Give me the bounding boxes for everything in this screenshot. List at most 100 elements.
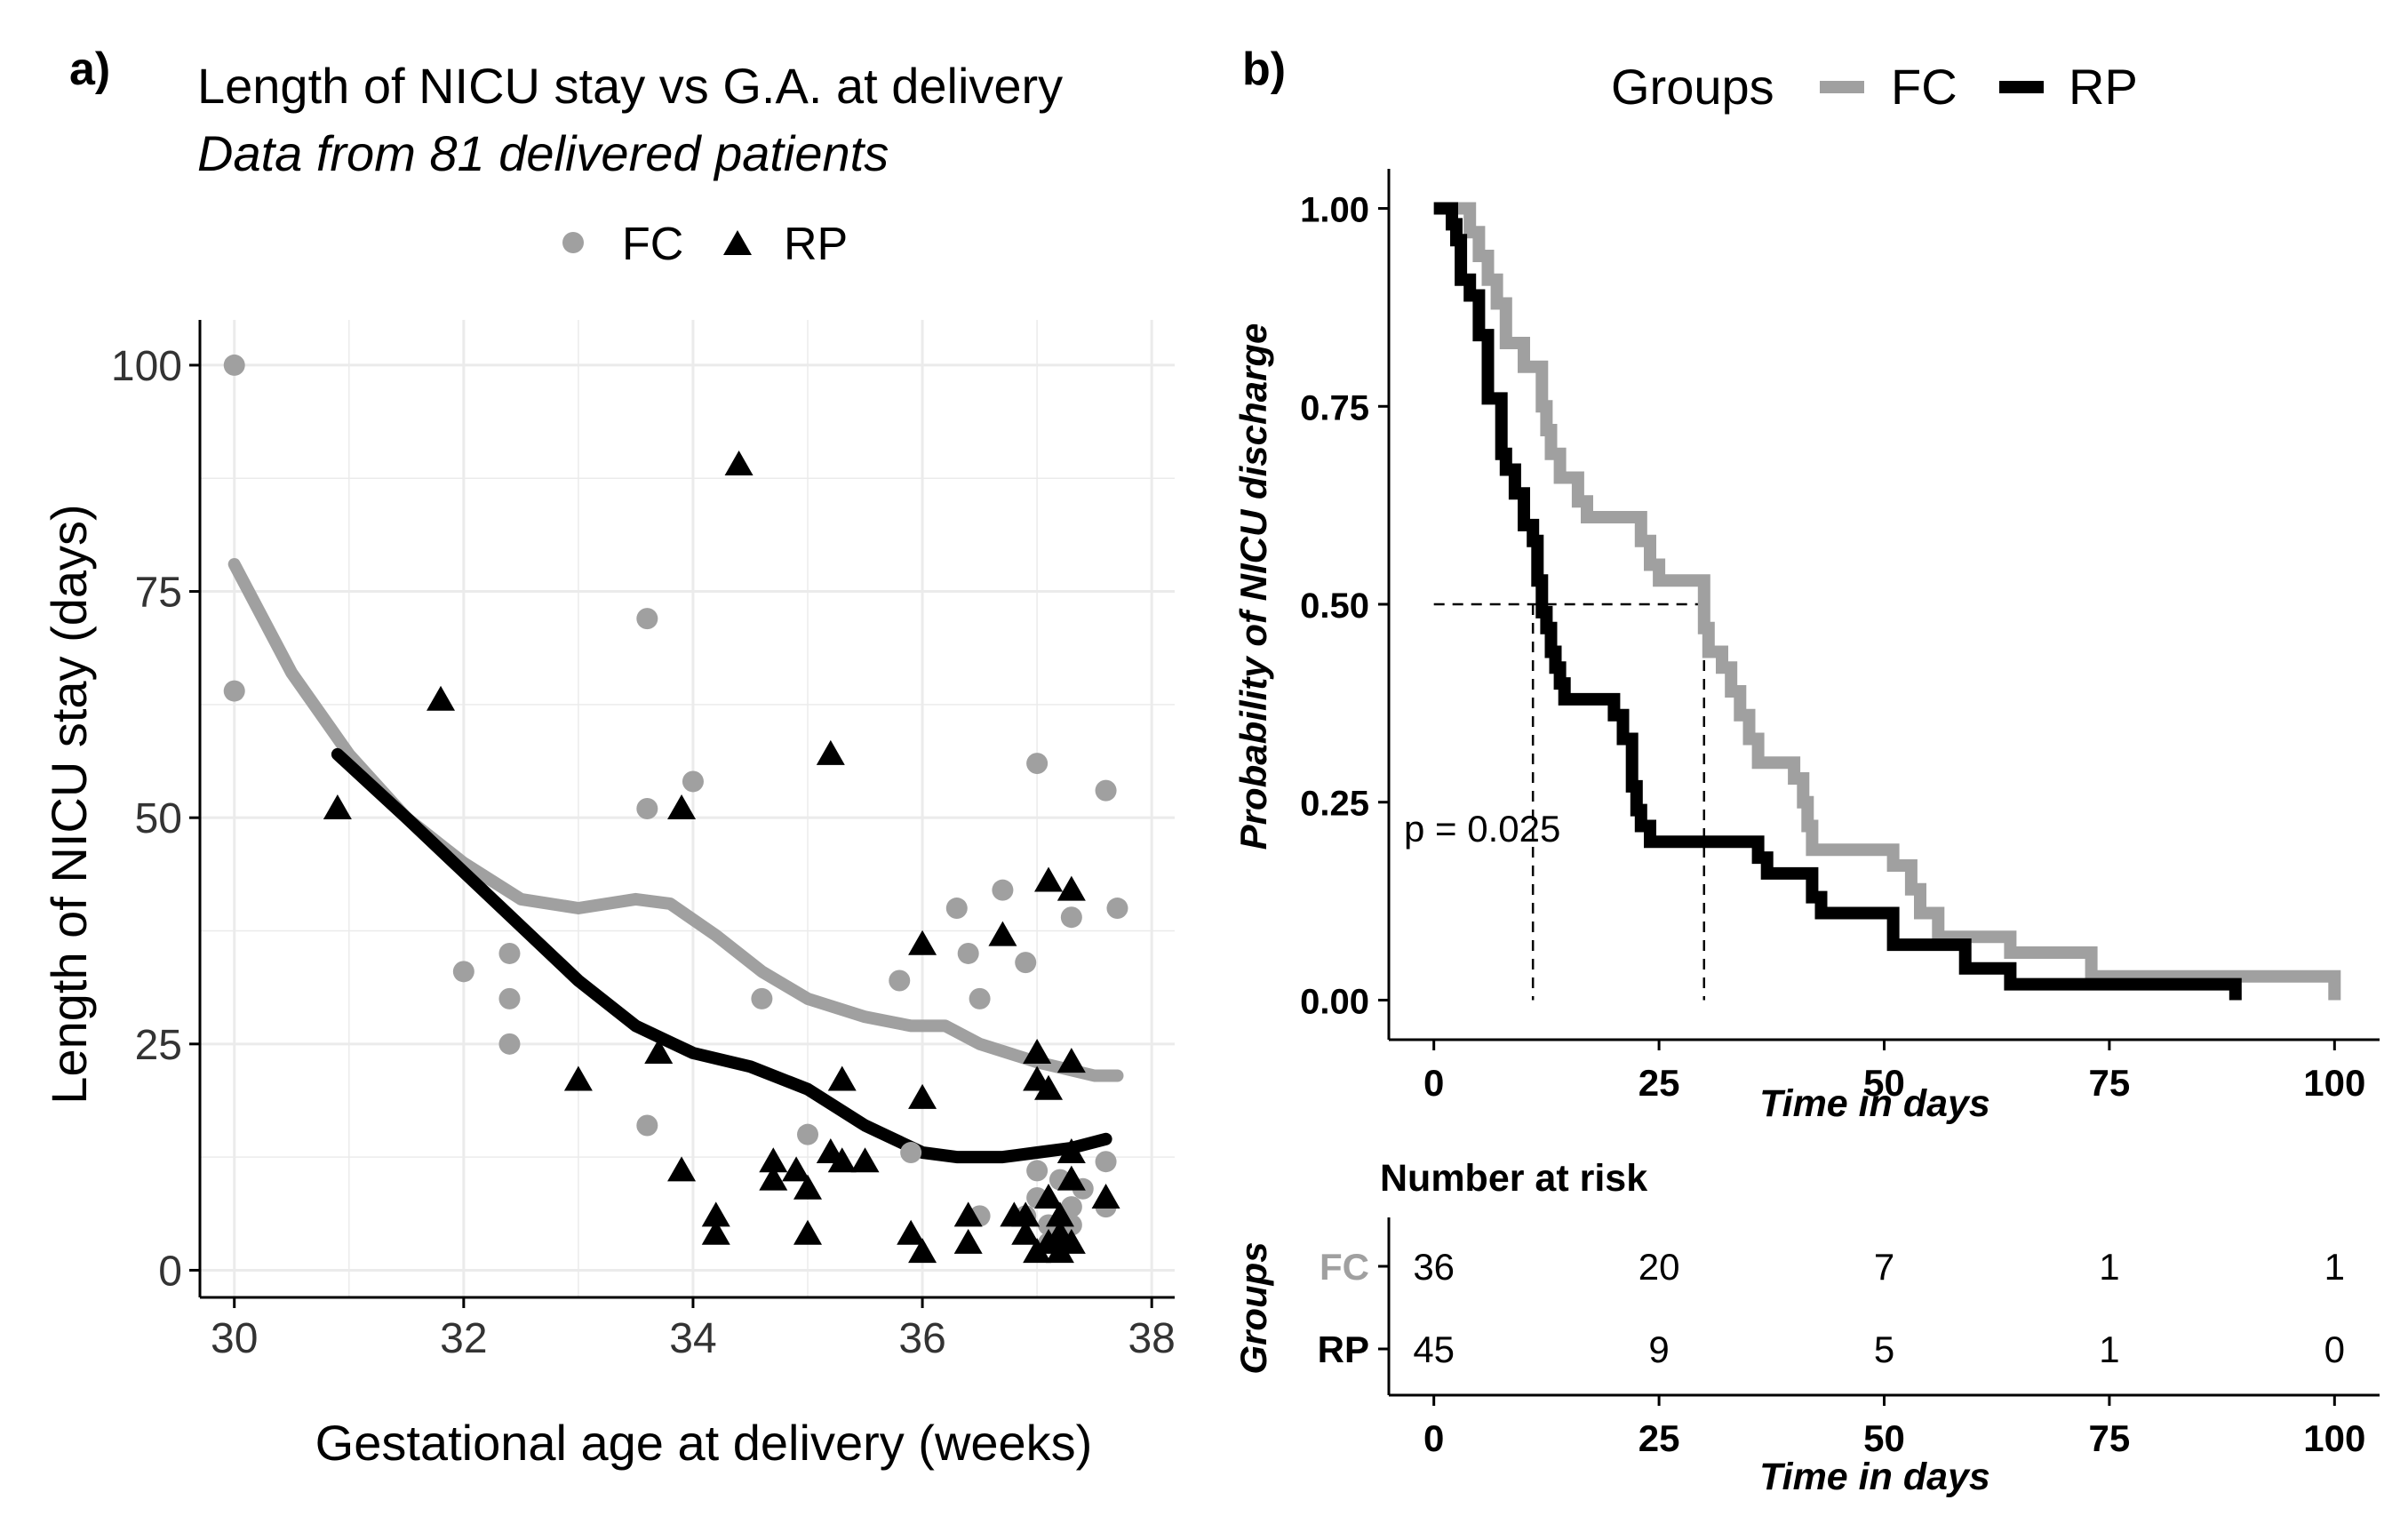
legend-rp-text: RP <box>2069 59 2138 115</box>
panel-b-legend: Groups FC RP <box>1611 59 2138 115</box>
point-rp <box>644 1039 674 1064</box>
point-rp <box>724 450 753 475</box>
point-fc <box>969 987 991 1009</box>
point-rp <box>1056 1165 1086 1191</box>
point-rp <box>701 1219 730 1245</box>
point-fc <box>682 770 704 793</box>
legend-groups-title: Groups <box>1611 59 1774 115</box>
point-rp <box>1056 1048 1086 1073</box>
point-rp <box>827 1065 857 1091</box>
point-fc <box>498 942 521 964</box>
risk-cell: 9 <box>1648 1328 1669 1370</box>
panel-a: a) Length of NICU stay vs G.A. at delive… <box>41 44 1176 1471</box>
point-rp <box>1034 1228 1064 1254</box>
x-tick-label: 38 <box>1128 1315 1175 1362</box>
risk-table: Number at risk Groups Time in days FC 36 2… <box>1232 1157 2380 1498</box>
risk-x-tick-label: 0 <box>1423 1417 1444 1459</box>
point-rp <box>1056 1138 1086 1164</box>
y-tick-label: 0 <box>158 1248 182 1295</box>
x-tick-label: 32 <box>440 1315 487 1362</box>
risk-row-label-rp: RP <box>1318 1328 1369 1370</box>
panel-a-grid <box>200 320 1175 1297</box>
risk-cell: 7 <box>1874 1246 1894 1288</box>
legend-fc-label: FC <box>622 219 683 270</box>
point-rp <box>427 685 456 711</box>
point-fc <box>498 1033 521 1055</box>
point-fc <box>1026 753 1049 775</box>
point-rp <box>793 1174 823 1200</box>
legend-fc-marker <box>562 232 584 253</box>
point-fc <box>1095 1151 1117 1173</box>
point-fc <box>957 942 979 964</box>
point-rp <box>793 1219 823 1245</box>
legend-rp-label: RP <box>784 219 848 270</box>
point-fc <box>636 1114 658 1137</box>
x-tick-label: 34 <box>669 1315 716 1362</box>
panel-a-axes: 0 25 50 75 100 30 32 34 36 38 <box>111 320 1176 1362</box>
panel-a-points <box>223 354 1128 1264</box>
km-y-tick-label: 0.00 <box>1300 982 1369 1021</box>
point-rp <box>953 1228 983 1254</box>
risk-cell: 20 <box>1639 1246 1680 1288</box>
risk-table-xlabel: Time in days <box>1759 1456 1990 1498</box>
point-fc <box>945 898 968 920</box>
risk-row-label-fc: FC <box>1320 1246 1369 1288</box>
risk-table-axes: 0 25 50 75 100 <box>1387 1217 2380 1459</box>
risk-cell: 1 <box>2099 1246 2119 1288</box>
point-rp <box>1011 1201 1041 1227</box>
panel-b-ylabel: Probability of NICU discharge <box>1232 323 1274 850</box>
panel-a-subtitle: Data from 81 delivered patients <box>197 125 889 181</box>
point-fc <box>1060 906 1082 929</box>
panel-a-smooth-lines <box>227 558 1124 1164</box>
point-rp <box>908 930 937 955</box>
risk-x-tick-label: 100 <box>2303 1417 2365 1459</box>
point-rp <box>1056 875 1086 901</box>
panel-a-xlabel: Gestational age at delivery (weeks) <box>315 1415 1093 1471</box>
point-fc <box>751 987 773 1009</box>
risk-table-title: Number at risk <box>1380 1157 1647 1200</box>
panel-b-axes: 0.00 0.25 0.50 0.75 1.00 0 25 50 75 100 <box>1300 169 2380 1104</box>
km-y-tick-label: 0.75 <box>1300 388 1369 427</box>
risk-table-ylabel: Groups <box>1232 1241 1274 1374</box>
point-rp <box>1045 1201 1074 1227</box>
km-y-tick-label: 0.25 <box>1300 785 1369 824</box>
point-rp <box>1034 1074 1064 1100</box>
point-rp <box>1034 866 1064 892</box>
point-rp <box>1034 1183 1064 1209</box>
point-rp <box>908 1083 937 1109</box>
x-tick-label: 36 <box>898 1315 945 1362</box>
panel-a-title: Length of NICU stay vs G.A. at delivery <box>197 58 1063 114</box>
point-fc <box>636 798 658 819</box>
panel-b-label: b) <box>1242 44 1286 95</box>
point-rp <box>1011 1219 1041 1245</box>
point-fc <box>797 1123 819 1145</box>
risk-cell: 0 <box>2324 1328 2345 1370</box>
point-rp <box>701 1201 730 1227</box>
risk-cell: 45 <box>1413 1328 1455 1370</box>
km-x-tick-label: 100 <box>2303 1062 2365 1104</box>
point-rp <box>667 794 697 819</box>
km-x-tick-label: 50 <box>1863 1062 1905 1104</box>
point-fc <box>452 961 474 983</box>
point-fc <box>1060 1196 1082 1218</box>
km-x-tick-label: 75 <box>2089 1062 2131 1104</box>
median-reference-lines <box>1433 602 1706 1001</box>
point-rp <box>953 1201 983 1227</box>
risk-cell: 1 <box>2324 1246 2345 1288</box>
risk-cell: 36 <box>1413 1246 1455 1288</box>
point-rp <box>1023 1039 1052 1064</box>
km-x-tick-label: 25 <box>1639 1062 1680 1104</box>
point-rp <box>323 794 352 819</box>
point-rp <box>563 1065 593 1091</box>
legend-fc-text: FC <box>1891 59 1957 115</box>
smooth-line-rp <box>331 747 1112 1164</box>
point-fc <box>498 987 521 1009</box>
risk-cell: 1 <box>2099 1328 2119 1370</box>
panel-b: b) Groups FC RP 0.00 0.25 0.50 0.75 1.00 0 25 5… <box>1232 44 2380 1498</box>
y-tick-label: 25 <box>135 1022 182 1069</box>
point-fc <box>636 608 658 630</box>
point-fc <box>1095 779 1117 802</box>
legend-rp-marker <box>723 230 752 255</box>
y-tick-label: 100 <box>111 343 182 390</box>
km-x-tick-label: 0 <box>1423 1062 1444 1104</box>
